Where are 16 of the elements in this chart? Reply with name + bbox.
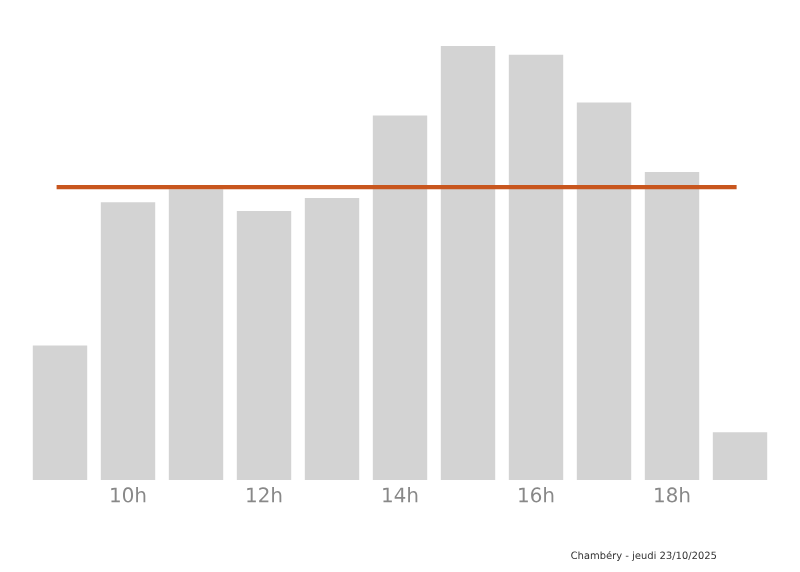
bar <box>440 46 496 480</box>
x-tick-label: 12h <box>247 487 282 503</box>
bar <box>576 102 632 480</box>
x-tick-label: 16h <box>519 487 554 503</box>
x-tick-label: 14h <box>383 487 418 503</box>
bar <box>100 202 156 480</box>
bar <box>508 54 564 480</box>
bar <box>712 432 768 480</box>
bar <box>304 197 360 480</box>
bar <box>168 189 224 480</box>
bar <box>32 345 88 480</box>
x-tick-label: 18h <box>655 487 690 503</box>
bar <box>372 115 428 480</box>
bar <box>236 210 292 480</box>
x-tick-label: 10h <box>111 487 146 503</box>
bar <box>644 171 700 480</box>
